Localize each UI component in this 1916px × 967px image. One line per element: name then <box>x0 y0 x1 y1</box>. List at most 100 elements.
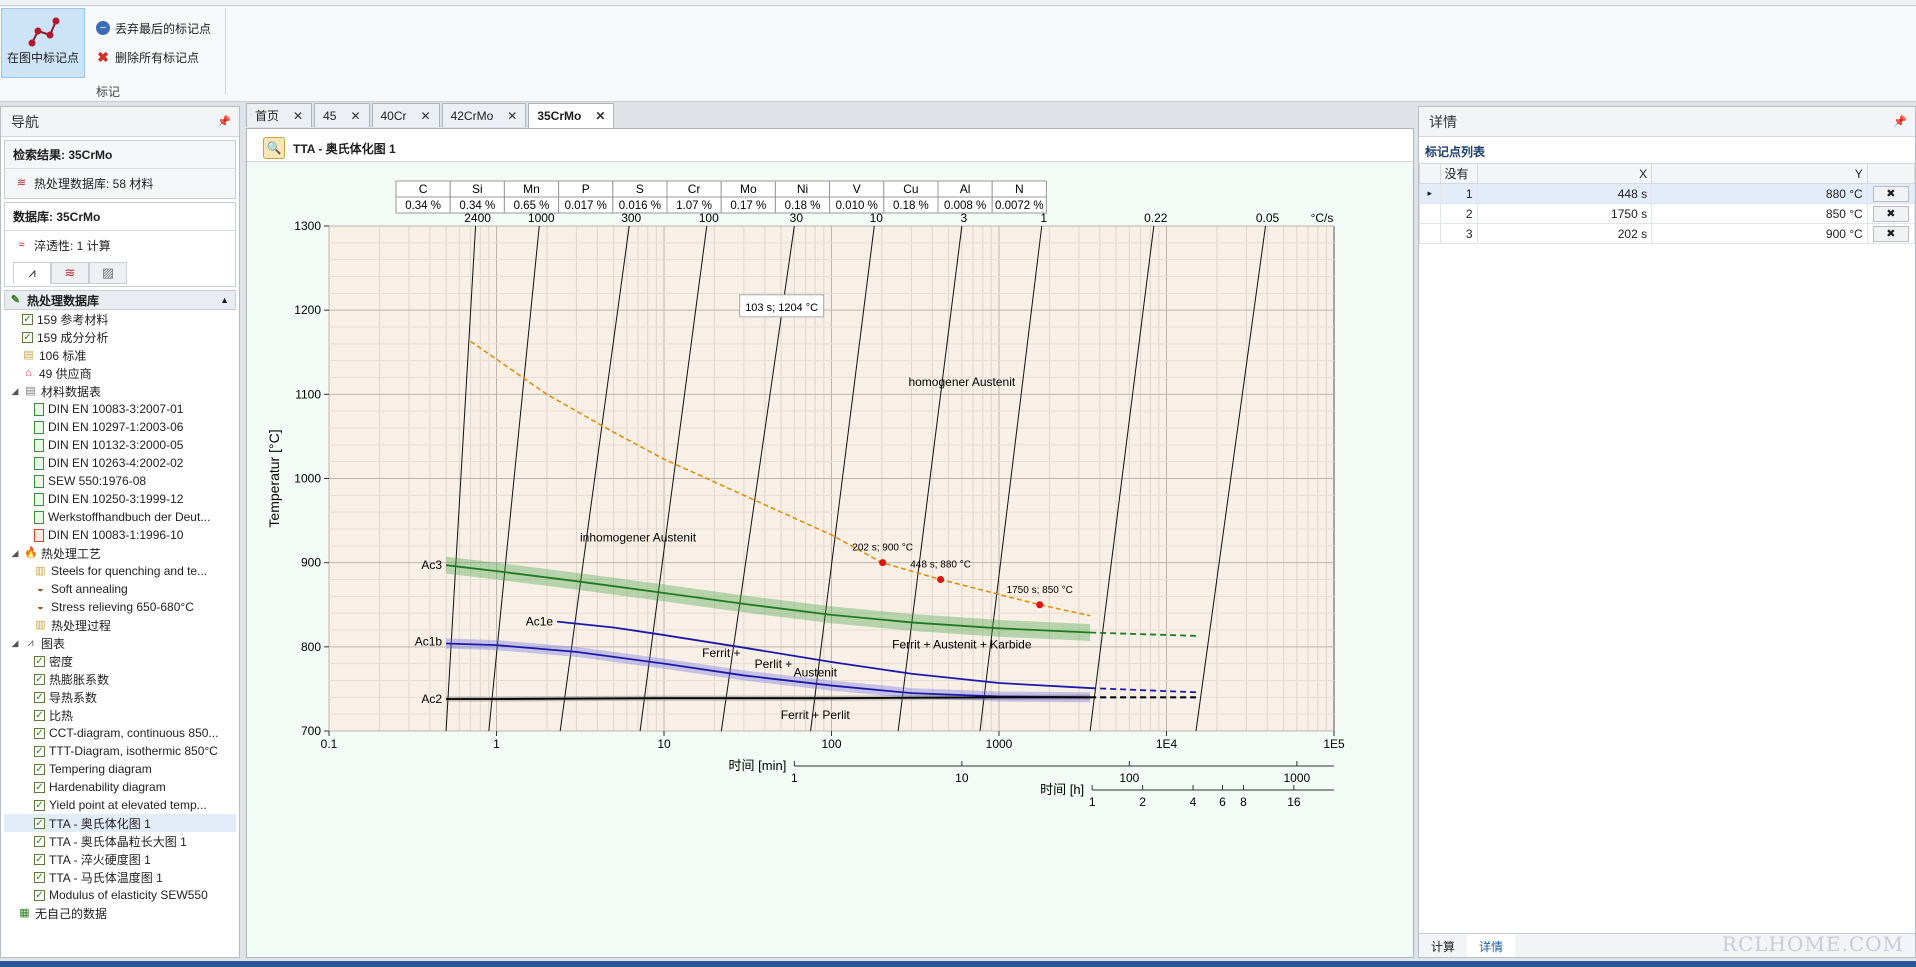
tree-item[interactable]: DIN EN 10083-3:2007-01 <box>4 400 236 418</box>
tree-item[interactable]: ✓ Hardenability diagram <box>4 778 236 796</box>
composition-value: 0.016 % <box>619 200 661 212</box>
mark-row[interactable]: 3 202 s 900 °C ✖ <box>1419 223 1916 244</box>
collapse-icon[interactable]: ▲ <box>220 295 229 305</box>
tree-item[interactable]: DIN EN 10263-4:2002-02 <box>4 454 236 472</box>
checkbox-icon[interactable]: ✓ <box>34 727 45 739</box>
doc-tab[interactable]: 40Cr ✕ <box>371 103 440 127</box>
tree-item[interactable]: ✓ TTT-Diagram, isothermic 850°C <box>4 742 236 760</box>
tree-item[interactable]: ✓ 159 成分分析 <box>4 328 236 346</box>
doc-tab-label: 首页 <box>255 109 280 123</box>
tab-chart-icon[interactable]: ⩘ <box>13 262 51 284</box>
delete-mark-button[interactable]: ✖ <box>1872 205 1909 222</box>
mark-row[interactable]: 2 1750 s 850 °C ✖ <box>1419 203 1916 224</box>
doc-tab[interactable]: 35CrMo ✕ <box>528 103 615 128</box>
checkbox-icon[interactable]: ✓ <box>22 331 33 343</box>
composition-value: 0.017 % <box>565 200 607 212</box>
tree-item[interactable]: ✓ Tempering diagram <box>4 760 236 778</box>
checkbox-icon[interactable]: ✓ <box>34 673 45 685</box>
doc-tab[interactable]: 45 ✕ <box>314 103 370 127</box>
tree-item[interactable]: DIN EN 10250-3:1999-12 <box>4 490 236 508</box>
expand-icon[interactable]: ◢ <box>11 547 19 558</box>
col-x[interactable]: X <box>1476 163 1653 184</box>
tree-item[interactable]: ✓ 热膨胀系数 <box>4 670 236 688</box>
delete-mark-button[interactable]: ✖ <box>1872 225 1909 242</box>
tree-item[interactable]: ▤ 106 标准 <box>4 346 236 364</box>
pin-icon[interactable]: 📌 <box>1893 116 1907 128</box>
doc-tab[interactable]: 首页 ✕ <box>246 103 313 127</box>
checkbox-icon[interactable]: ✓ <box>34 853 45 865</box>
mark-in-chart-button[interactable]: 在图中标记点 <box>1 8 85 78</box>
tta-chart[interactable]: C 0.34 % Si 0.34 % Mn 0.65 % P 0.017 % S 0.016 % C… <box>247 162 1413 958</box>
close-icon[interactable]: ✕ <box>350 108 361 123</box>
checkbox-icon[interactable]: ✓ <box>34 835 45 847</box>
expand-icon[interactable]: ◢ <box>11 637 19 648</box>
discard-last-button[interactable]: – 丢弃最后的标记点 <box>96 18 211 38</box>
checkbox-icon[interactable]: ✓ <box>34 781 45 793</box>
tree-item-label: TTT-Diagram, isothermic 850°C <box>49 744 218 758</box>
checkbox-icon[interactable]: ✓ <box>34 763 45 775</box>
close-icon[interactable]: ✕ <box>293 108 304 123</box>
close-icon[interactable]: ✕ <box>595 109 606 123</box>
tab-details[interactable]: 详情 <box>1467 934 1516 957</box>
db-count-row[interactable]: ≋ 热处理数据库: 58 材料 <box>5 169 235 198</box>
tree-item[interactable]: ▥ 热处理过程 <box>4 616 236 634</box>
pin-icon[interactable]: 📌 <box>217 116 231 128</box>
tree-root[interactable]: ✎ 热处理数据库 ▲ <box>4 290 236 310</box>
close-icon[interactable]: ✕ <box>507 108 518 123</box>
tree-item[interactable]: ✓ 159 参考材料 <box>4 310 236 328</box>
tree-item[interactable]: ✓ Modulus of elasticity SEW550 <box>4 886 236 904</box>
tree-item-label: DIN EN 10083-1:1996-10 <box>48 528 184 542</box>
col-no[interactable]: 没有 <box>1439 163 1478 184</box>
navigation-panel: 导航 📌 检索结果: 35CrMo ≋ 热处理数据库: 58 材料 数据库: 3… <box>0 106 240 958</box>
tree-item[interactable]: ✓ 比热 <box>4 706 236 724</box>
checkbox-icon[interactable]: ✓ <box>34 655 45 667</box>
tree-item[interactable]: ◒ Soft annealing <box>4 580 236 598</box>
hardenability-row[interactable]: ≈ 淬透性: 1 计算 <box>5 231 235 260</box>
tree-item[interactable]: ▥ Steels for quenching and te... <box>4 562 236 580</box>
tree-item[interactable]: ✓ TTA - 奥氏体晶粒长大图 1 <box>4 832 236 850</box>
tree-item[interactable]: ✓ CCT-diagram, continuous 850... <box>4 724 236 742</box>
tree-item[interactable]: SEW 550:1976-08 <box>4 472 236 490</box>
tree-item-label: 49 供应商 <box>39 366 92 381</box>
ac1e-extension-line <box>1090 687 1197 694</box>
tree-item[interactable]: DIN EN 10083-1:1996-10 <box>4 526 236 544</box>
series-label: Ac3 <box>421 558 442 572</box>
tree-item[interactable]: ✓ 密度 <box>4 652 236 670</box>
tree-item[interactable]: ✓ TTA - 马氏体温度图 1 <box>4 868 236 886</box>
doc-tab[interactable]: 42CrMo ✕ <box>441 103 527 127</box>
checkbox-icon[interactable]: ✓ <box>22 313 33 325</box>
expand-icon[interactable]: ◢ <box>11 385 19 396</box>
delete-mark-button[interactable]: ✖ <box>1872 185 1909 202</box>
composition-value: 0.008 % <box>944 200 986 212</box>
checkbox-icon[interactable]: ✓ <box>34 889 45 901</box>
tree-item[interactable]: ⌂ 49 供应商 <box>4 364 236 382</box>
checkbox-icon[interactable]: ✓ <box>34 871 45 883</box>
checkbox-icon[interactable]: ✓ <box>34 817 45 829</box>
checkbox-icon[interactable]: ✓ <box>34 691 45 703</box>
tab-hatch-icon[interactable]: ▨ <box>89 262 127 284</box>
tree-item[interactable]: ◢ 🔥 热处理工艺 <box>4 544 236 562</box>
tree-item[interactable]: ✓ 导热系数 <box>4 688 236 706</box>
delete-all-button[interactable]: ✖ 删除所有标记点 <box>96 47 199 67</box>
database-heading: 数据库: 35CrMo <box>5 203 235 231</box>
tree-item[interactable]: DIN EN 10297-1:2003-06 <box>4 418 236 436</box>
checkbox-icon[interactable]: ✓ <box>34 745 45 757</box>
tab-curves-icon[interactable]: ≋ <box>51 262 89 284</box>
tree-item[interactable]: ◢ ▤ 材料数据表 <box>4 382 236 400</box>
tree-item[interactable]: ✓ TTA - 奥氏体化图 1 <box>4 814 236 832</box>
close-icon[interactable]: ✕ <box>420 108 431 123</box>
tree-item[interactable]: ✓ TTA - 淬火硬度图 1 <box>4 850 236 868</box>
checkbox-icon[interactable]: ✓ <box>34 709 45 721</box>
tree-item[interactable]: DIN EN 10132-3:2000-05 <box>4 436 236 454</box>
mark-row[interactable]: ▸ 1 448 s 880 °C ✖ <box>1419 183 1916 204</box>
ribbon-group-label: 标记 <box>96 85 121 99</box>
tree-item[interactable]: ▦ 无自己的数据 <box>4 904 236 922</box>
tree-item[interactable]: ✓ Yield point at elevated temp... <box>4 796 236 814</box>
tree-item[interactable]: ◒ Stress relieving 650-680°C <box>4 598 236 616</box>
col-y[interactable]: Y <box>1651 163 1868 184</box>
tab-calc[interactable]: 计算 <box>1431 940 1456 954</box>
checkbox-icon[interactable]: ✓ <box>34 799 45 811</box>
series-label: Ac1b <box>415 634 443 648</box>
tree-item[interactable]: Werkstoffhandbuch der Deut... <box>4 508 236 526</box>
tree-item[interactable]: ◢ ⩘ 图表 <box>4 634 236 652</box>
